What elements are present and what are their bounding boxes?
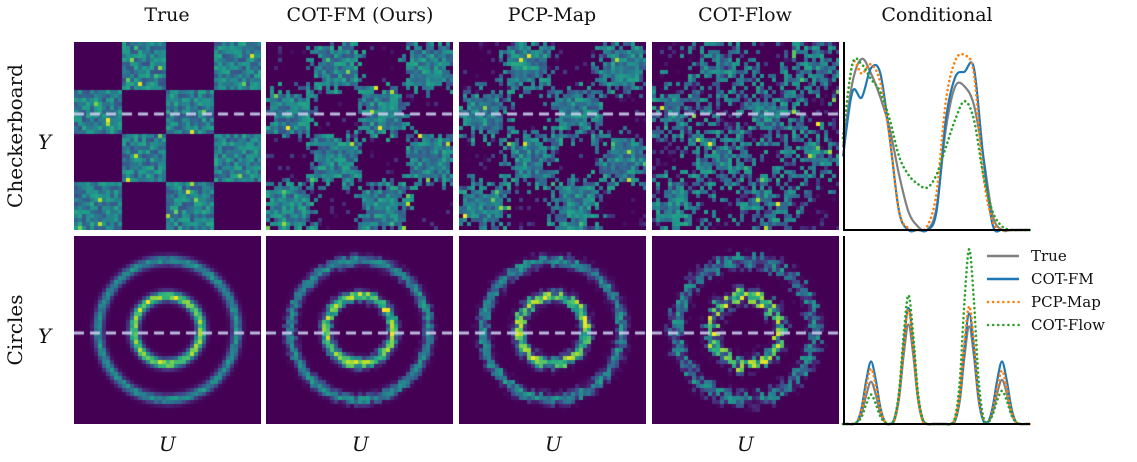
column-title-pcp-map: PCP-Map xyxy=(507,4,597,26)
heatmap-checkerboard-true xyxy=(74,42,261,230)
legend-swatch-pcp-map xyxy=(986,300,1021,303)
legend-item-cot-fm: COT-FM xyxy=(985,267,1105,290)
legend-label-cot-flow: COT-Flow xyxy=(1031,315,1105,334)
legend-label-true: True xyxy=(1031,246,1067,265)
row-label-circles: Circles xyxy=(3,294,27,366)
x-axis-label-cot-fm: U xyxy=(352,432,369,456)
line-checkerboard-cot-fm xyxy=(841,61,1030,233)
column-title-cot-fm: COT-FM (Ours) xyxy=(286,4,434,26)
heatmap-checkerboard-cot-flow xyxy=(652,42,839,230)
column-title-true: True xyxy=(144,4,190,26)
line-checkerboard-pcp-map xyxy=(841,52,1032,232)
heatmap-circles-true xyxy=(74,236,261,424)
heatmap-checkerboard-cot-fm-ours xyxy=(266,42,453,230)
legend: True COT-FM PCP-Map COT-Flow xyxy=(985,244,1105,336)
heatmap-circles-cot-fm-ours xyxy=(266,236,453,424)
legend-swatch-cot-flow xyxy=(986,323,1021,326)
y-axis-label-top: Y xyxy=(38,130,52,154)
row-label-checkerboard: Checkerboard xyxy=(3,64,27,208)
legend-label-pcp-map: PCP-Map xyxy=(1031,292,1101,311)
column-title-cot-flow: COT-Flow xyxy=(698,4,792,26)
legend-swatch-true xyxy=(987,254,1019,257)
y-axis-label-bottom: Y xyxy=(38,324,52,348)
line-checkerboard-cot-flow xyxy=(841,57,1032,232)
heatmap-circles-pcp-map xyxy=(459,236,646,424)
axes-checkerboard xyxy=(843,42,1030,231)
column-title-conditional: Conditional xyxy=(881,4,993,26)
legend-item-pcp-map: PCP-Map xyxy=(985,290,1105,313)
line-circles-true xyxy=(843,323,1030,426)
x-axis-label-true: U xyxy=(159,432,176,456)
axes-circles xyxy=(843,236,1030,425)
heatmap-checkerboard-pcp-map xyxy=(459,42,646,230)
heatmap-circles-cot-flow xyxy=(652,236,839,424)
conditional-plot-circles xyxy=(841,236,1032,426)
legend-item-cot-flow: COT-Flow xyxy=(985,313,1105,336)
legend-label-cot-fm: COT-FM xyxy=(1031,269,1094,288)
x-axis-label-pcp-map: U xyxy=(545,432,562,456)
x-axis-label-cot-flow: U xyxy=(737,432,754,456)
legend-item-true: True xyxy=(985,244,1105,267)
legend-swatch-cot-fm xyxy=(987,277,1019,280)
conditional-plot-checkerboard xyxy=(841,42,1032,233)
